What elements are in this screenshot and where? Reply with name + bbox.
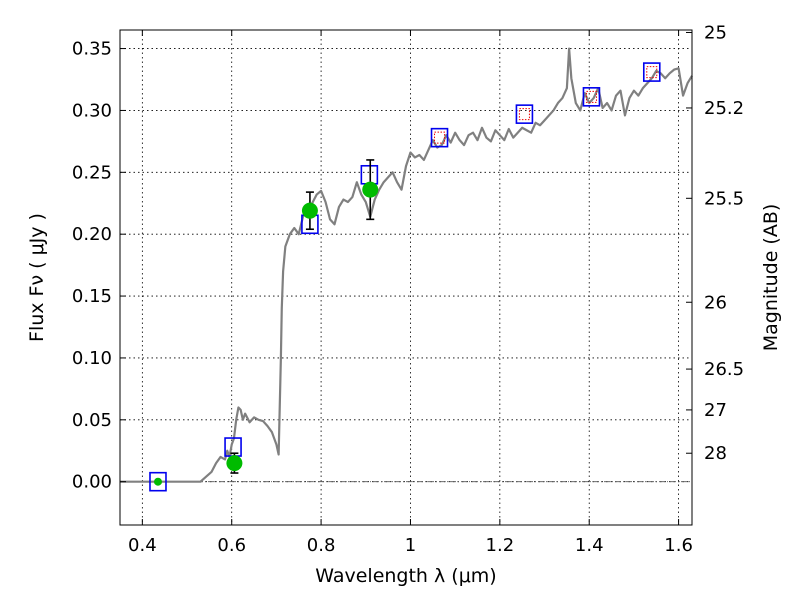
model-point	[582, 87, 601, 107]
x-tick-label: 1.4	[575, 535, 604, 556]
model-point	[515, 104, 534, 124]
tick-layer: 0.4 0.6 0.8 1 1.2 1.4 1.6 0.00 0.05 0.10 0.15 0.20 0…	[72, 22, 744, 556]
y-tick-label: 0.10	[72, 348, 112, 369]
y-tick-label: 0.00	[72, 472, 112, 493]
x-tick-label: 1.2	[486, 535, 515, 556]
right-tick-label: 26	[704, 292, 727, 313]
model-point-inner	[585, 90, 597, 103]
model-point	[430, 127, 449, 148]
model-point-inner	[434, 131, 446, 144]
y-tick-label: 0.15	[72, 286, 112, 307]
x-tick-label: 0.8	[307, 535, 336, 556]
plot-frame	[119, 29, 693, 526]
grid-layer	[120, 30, 692, 525]
x-tick-label: 1.6	[664, 535, 693, 556]
y-axis-label: Flux Fν ( μJy )	[26, 213, 48, 342]
x-axis-label: Wavelength λ (μm)	[315, 565, 496, 587]
right-tick-label: 28	[704, 443, 727, 464]
observed-point	[301, 202, 318, 219]
y-tick-label: 0.30	[72, 100, 112, 121]
observed-point	[226, 455, 243, 472]
model-point-inner	[518, 108, 530, 121]
spectrum-line	[120, 47, 693, 483]
model-point-inner	[646, 66, 658, 79]
x-tick-label: 0.6	[217, 535, 246, 556]
model-photometry-layer	[149, 62, 661, 492]
x-tick-label: 1	[405, 535, 416, 556]
right-axis-label: Magnitude (AB)	[760, 204, 782, 352]
model-point	[149, 471, 167, 492]
spectrum-layer	[120, 47, 693, 483]
right-tick-label: 25.2	[704, 98, 744, 119]
observed-photometry-layer	[153, 159, 379, 486]
right-tick-label: 27	[704, 400, 727, 421]
y-tick-label: 0.35	[72, 39, 112, 60]
right-tick-label: 26.5	[704, 359, 744, 380]
right-tick-label: 25	[704, 22, 727, 43]
model-point	[642, 62, 661, 82]
y-tick-label: 0.25	[72, 162, 112, 183]
model-point	[360, 164, 379, 185]
observed-point	[153, 477, 162, 486]
y-tick-label: 0.05	[72, 410, 112, 431]
right-tick-label: 25.5	[704, 188, 744, 209]
observed-point	[362, 181, 379, 198]
y-tick-label: 0.20	[72, 224, 112, 245]
x-tick-label: 0.4	[128, 535, 157, 556]
